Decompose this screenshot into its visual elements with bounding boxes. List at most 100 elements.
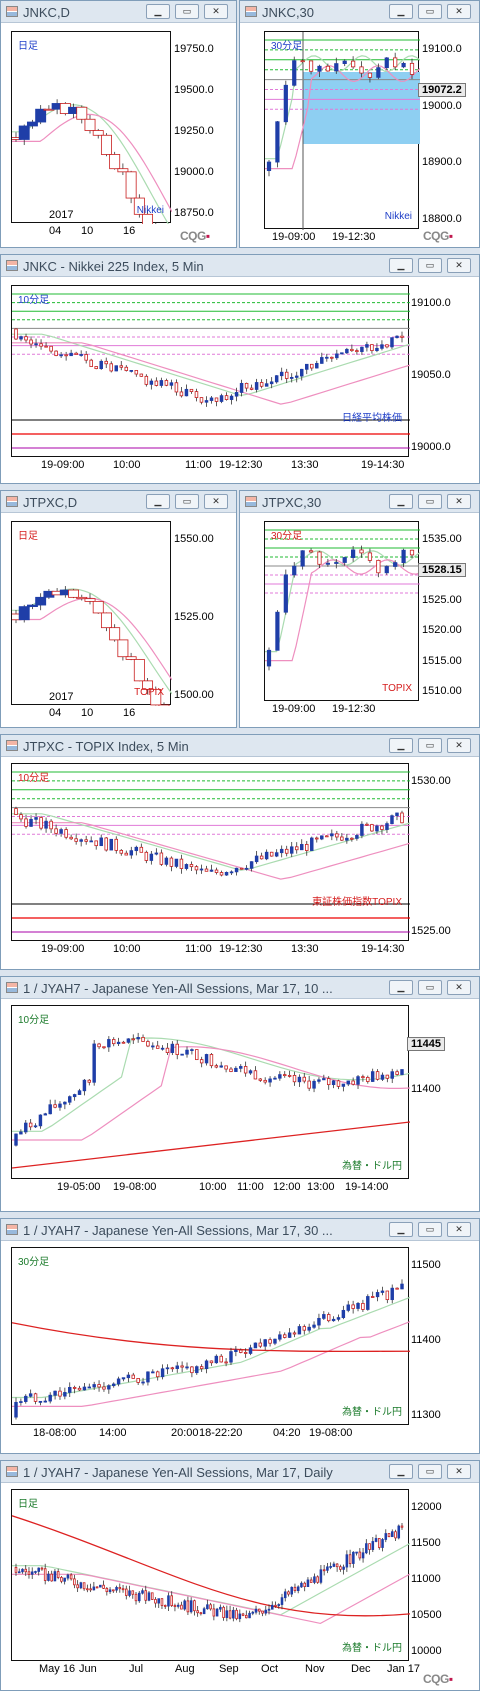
- plot-area[interactable]: 10分足 日経平均株価: [11, 285, 410, 457]
- title-bar[interactable]: JTPXC,D ▁ ▭ ✕: [1, 491, 236, 513]
- candle-body: [174, 382, 179, 393]
- candle-body: [269, 851, 274, 857]
- title-bar[interactable]: 1 / JYAH7 - Japanese Yen-All Sessions, M…: [1, 1461, 479, 1483]
- candle-body: [179, 391, 184, 397]
- candle-body: [264, 851, 269, 860]
- restore-button[interactable]: ▭: [175, 4, 199, 19]
- plot-area[interactable]: 30分足 Nikkei: [264, 31, 420, 230]
- title-bar[interactable]: JNKC - Nikkei 225 Index, 5 Min ▁ ▭ ✕: [1, 255, 479, 277]
- restore-button[interactable]: ▭: [418, 980, 442, 995]
- close-button[interactable]: ✕: [447, 738, 471, 753]
- window-title: JTPXC - TOPIX Index, 5 Min: [23, 739, 189, 754]
- candle-body: [219, 872, 224, 876]
- candle-body: [289, 846, 294, 854]
- candle-body: [189, 864, 194, 868]
- close-button[interactable]: ✕: [204, 4, 228, 19]
- minimize-button[interactable]: ▁: [146, 494, 170, 509]
- moving-average-long: [12, 1321, 410, 1407]
- candle-body: [350, 348, 354, 352]
- chart-window-jyah7-10min[interactable]: 1 / JYAH7 - Japanese Yen-All Sessions, M…: [0, 976, 480, 1212]
- window-title: 1 / JYAH7 - Japanese Yen-All Sessions, M…: [23, 981, 333, 996]
- y-axis-tick-label: 18750.0: [174, 207, 214, 219]
- chart-window-jyah7-daily[interactable]: 1 / JYAH7 - Japanese Yen-All Sessions, M…: [0, 1460, 480, 1691]
- candle-body: [284, 371, 289, 379]
- chart-window-jnkc-daily[interactable]: JNKC,D ▁ ▭ ✕ 日足 Nikkei 19750.0 19500.0 19250.0 19…: [0, 0, 237, 248]
- plot-area[interactable]: 10分足 東証株価指数TOPIX: [11, 763, 410, 941]
- minimize-button[interactable]: ▁: [389, 980, 413, 995]
- minimize-button[interactable]: ▁: [389, 738, 413, 753]
- candle-body: [326, 1566, 329, 1571]
- plot-area[interactable]: 日足 為替・ドル円: [11, 1489, 410, 1661]
- candle-body: [258, 1078, 263, 1081]
- close-button[interactable]: ✕: [447, 1464, 471, 1479]
- candle-body: [92, 1586, 96, 1591]
- candle-body: [109, 627, 121, 641]
- candle-body: [400, 1283, 404, 1290]
- y-axis-tick-label: 19100.0: [422, 43, 462, 55]
- title-bar[interactable]: JTPXC - TOPIX Index, 5 Min ▁ ▭ ✕: [1, 735, 479, 757]
- minimize-button[interactable]: ▁: [389, 258, 413, 273]
- candle-body: [284, 848, 289, 854]
- candle-body: [336, 1080, 341, 1087]
- minimize-button[interactable]: ▁: [389, 494, 413, 509]
- candle-body: [279, 848, 284, 854]
- restore-button[interactable]: ▭: [418, 1222, 442, 1237]
- chart-window-jtpxc-30min[interactable]: JTPXC,30▁▭✕30分足TOPIX1535.001530.001525.0…: [239, 490, 480, 728]
- candle-body: [76, 1584, 79, 1589]
- close-button[interactable]: ✕: [447, 980, 471, 995]
- candle-body: [189, 388, 194, 392]
- candle-body: [273, 1338, 277, 1344]
- restore-button[interactable]: ▭: [418, 494, 442, 509]
- chart-window-topix-5min[interactable]: JTPXC - TOPIX Index, 5 Min ▁ ▭ ✕ 10分足 東証株価指数T…: [0, 734, 480, 970]
- plot-area[interactable]: 日足 TOPIX: [11, 521, 172, 706]
- candle-body: [292, 1075, 297, 1083]
- plot-area[interactable]: 30分足 為替・ドル円: [11, 1247, 410, 1425]
- plot-area[interactable]: 30分足 TOPIX: [264, 521, 420, 701]
- minimize-button[interactable]: ▁: [389, 4, 413, 19]
- close-button[interactable]: ✕: [204, 494, 228, 509]
- candle-body: [77, 1090, 82, 1095]
- minimize-button[interactable]: ▁: [146, 4, 170, 19]
- close-button[interactable]: ✕: [447, 494, 471, 509]
- candle-body: [133, 659, 145, 682]
- title-bar[interactable]: 1 / JYAH7 - Japanese Yen-All Sessions, M…: [1, 977, 479, 999]
- close-button[interactable]: ✕: [447, 4, 471, 19]
- candle-body: [119, 365, 124, 368]
- chart-window-jtpxc-daily[interactable]: JTPXC,D ▁ ▭ ✕ 日足 TOPIX 1550.00 1525.00 1500.00 20…: [0, 490, 237, 728]
- close-button[interactable]: ✕: [447, 258, 471, 273]
- title-bar[interactable]: JNKC,30 ▁ ▭ ✕: [240, 1, 479, 23]
- x-axis-tick-label: 19-14:30: [361, 459, 405, 471]
- y-axis-tick-label: 1500.00: [174, 689, 214, 701]
- chart-window-nikkei-5min[interactable]: JNKC - Nikkei 225 Index, 5 Min ▁ ▭ ✕ 10分足 日経平…: [0, 254, 480, 484]
- close-button[interactable]: ✕: [447, 1222, 471, 1237]
- candle-body: [117, 639, 129, 658]
- title-bar[interactable]: JNKC,D ▁ ▭ ✕: [1, 1, 236, 23]
- title-bar[interactable]: JTPXC,30 ▁ ▭ ✕: [240, 491, 479, 513]
- candle-body: [50, 1573, 53, 1582]
- chart-window-jnkc-30min[interactable]: JNKC,30 ▁ ▭ ✕ 30分足 Nikkei 19100.0 19000.0 18900.…: [239, 0, 480, 248]
- chart-window-jyah7-30min[interactable]: 1 / JYAH7 - Japanese Yen-All Sessions, M…: [0, 1218, 480, 1454]
- x-axis-tick-label: Sep: [219, 1663, 239, 1675]
- minimize-button[interactable]: ▁: [389, 1464, 413, 1479]
- candle-body: [359, 549, 364, 554]
- minimize-button[interactable]: ▁: [389, 1222, 413, 1237]
- candle-body: [228, 1610, 232, 1619]
- restore-button[interactable]: ▭: [418, 1464, 442, 1479]
- candle-body: [287, 1591, 290, 1595]
- candle-body: [393, 562, 398, 567]
- candle-body: [384, 566, 389, 574]
- candle-body: [248, 1347, 253, 1354]
- restore-button[interactable]: ▭: [418, 4, 442, 19]
- restore-button[interactable]: ▭: [418, 258, 442, 273]
- title-bar[interactable]: 1 / JYAH7 - Japanese Yen-All Sessions, M…: [1, 1219, 479, 1241]
- candle-body: [99, 360, 103, 370]
- candle-body: [48, 1394, 52, 1402]
- restore-button[interactable]: ▭: [418, 738, 442, 753]
- candle-body: [371, 1541, 375, 1550]
- candle-body: [134, 846, 139, 852]
- plot-area[interactable]: 日足 Nikkei: [11, 31, 172, 224]
- plot-area[interactable]: 10分足 為替・ドル円: [11, 1005, 410, 1179]
- restore-button[interactable]: ▭: [175, 494, 199, 509]
- candle-body: [159, 380, 164, 386]
- candle-body: [254, 855, 259, 863]
